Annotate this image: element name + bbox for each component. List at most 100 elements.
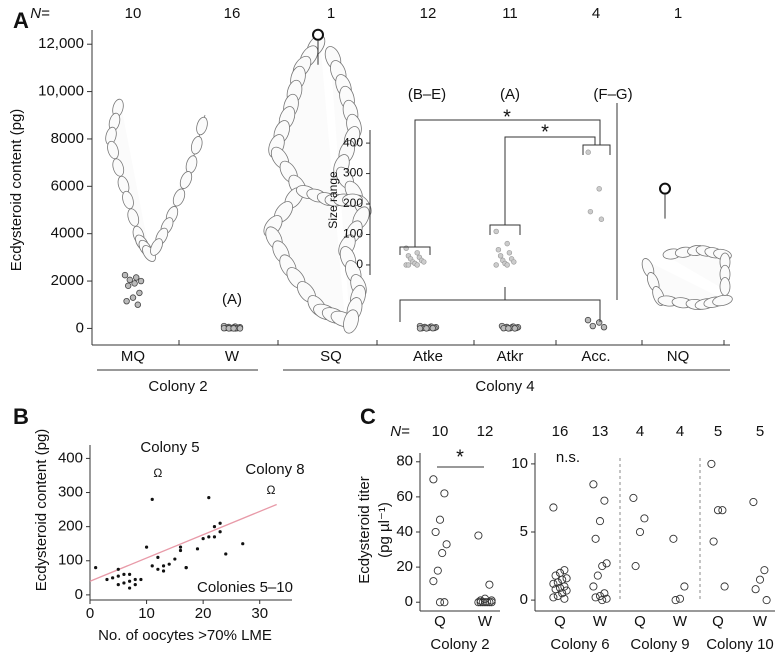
point: [555, 583, 565, 592]
oocyte: [190, 136, 203, 155]
point: [414, 250, 420, 256]
point: [122, 581, 126, 585]
n-value: 10: [125, 5, 142, 22]
y-tick-label: 20: [396, 558, 413, 575]
y-axis-label: Ecdysteroid content (pg): [8, 109, 25, 272]
point: [553, 591, 562, 601]
point: [195, 547, 200, 551]
point: [134, 301, 141, 308]
point: [483, 598, 492, 607]
point: [116, 567, 120, 571]
point: [600, 324, 608, 331]
point: [474, 531, 483, 540]
significance: *: [456, 446, 464, 468]
colony-label: Colony 9: [630, 636, 689, 653]
n-value: 1: [327, 5, 335, 22]
x-tick-label: W: [593, 613, 608, 630]
point: [629, 493, 638, 502]
x-tick-label: NQ: [667, 348, 690, 365]
point: [129, 294, 137, 301]
y-tick-label: 100: [58, 552, 83, 569]
point: [598, 562, 607, 571]
point: [128, 572, 132, 577]
point: [587, 208, 594, 215]
point: [505, 325, 512, 332]
point: [659, 182, 671, 195]
y-tick-label: 400: [343, 135, 363, 149]
colony-label: Colony 10: [706, 636, 774, 653]
x-tick-label: Q: [434, 613, 446, 630]
omega-marker: Ω: [267, 483, 276, 497]
point: [440, 489, 449, 498]
n-value: 12: [477, 423, 494, 440]
point: [312, 28, 324, 41]
point: [549, 579, 558, 588]
point: [558, 589, 567, 598]
point: [429, 475, 438, 484]
point: [549, 593, 558, 602]
point: [167, 562, 171, 566]
x-tick-label: W: [673, 613, 688, 630]
point: [593, 571, 602, 580]
point: [122, 572, 126, 577]
point: [598, 216, 605, 222]
point: [478, 598, 487, 607]
point: [431, 527, 440, 537]
x-tick-label: MQ: [121, 348, 145, 365]
point: [584, 316, 592, 324]
significance: n.s.: [556, 449, 580, 466]
y-tick-label: 12,000: [38, 35, 84, 52]
x-tick-label: W: [753, 613, 768, 630]
y-tick-label: 0: [405, 593, 413, 610]
y-tick-label: 0: [76, 319, 84, 336]
point: [476, 596, 485, 605]
point: [105, 577, 109, 582]
point: [631, 562, 640, 571]
point: [760, 566, 769, 575]
y-tick-label: 2000: [51, 272, 84, 289]
point: [506, 250, 513, 256]
point: [560, 582, 569, 591]
x-tick-label: Q: [554, 613, 566, 630]
oocyte: [712, 294, 733, 307]
y-tick-label: 10: [511, 455, 528, 472]
point: [476, 598, 485, 607]
point: [749, 497, 758, 507]
point: [511, 325, 518, 332]
oocyte: [342, 193, 363, 207]
inset-y-label: Size range: [326, 171, 340, 229]
point: [429, 324, 436, 332]
x-axis-label: No. of oocytes >70% LME: [98, 627, 272, 644]
point: [416, 325, 424, 332]
point: [480, 598, 490, 607]
annotation: (F–G): [593, 86, 632, 103]
point: [116, 574, 120, 578]
fit-line: [89, 503, 277, 582]
point: [133, 577, 137, 582]
n-value: 5: [714, 423, 722, 440]
point: [585, 149, 591, 155]
point: [487, 598, 496, 607]
n-value: 13: [592, 423, 609, 440]
annotation: Colony 5: [140, 439, 199, 456]
point: [212, 525, 217, 529]
n-value: 4: [592, 5, 600, 22]
point: [207, 535, 211, 539]
point: [224, 552, 228, 556]
point: [144, 545, 149, 549]
x-tick-label: W: [225, 348, 240, 365]
point: [640, 514, 649, 523]
significance: *: [503, 106, 511, 128]
oocyte: [719, 277, 731, 296]
point: [560, 594, 569, 603]
point: [230, 325, 237, 332]
annotation: Colonies 5–10: [197, 579, 293, 596]
point: [236, 325, 244, 332]
n-label: N=: [390, 423, 410, 440]
point: [493, 228, 499, 235]
point: [212, 535, 217, 539]
group-label: Colony 2: [148, 378, 207, 395]
point: [131, 280, 138, 287]
x-tick-label: Q: [634, 613, 646, 630]
point: [421, 259, 427, 265]
